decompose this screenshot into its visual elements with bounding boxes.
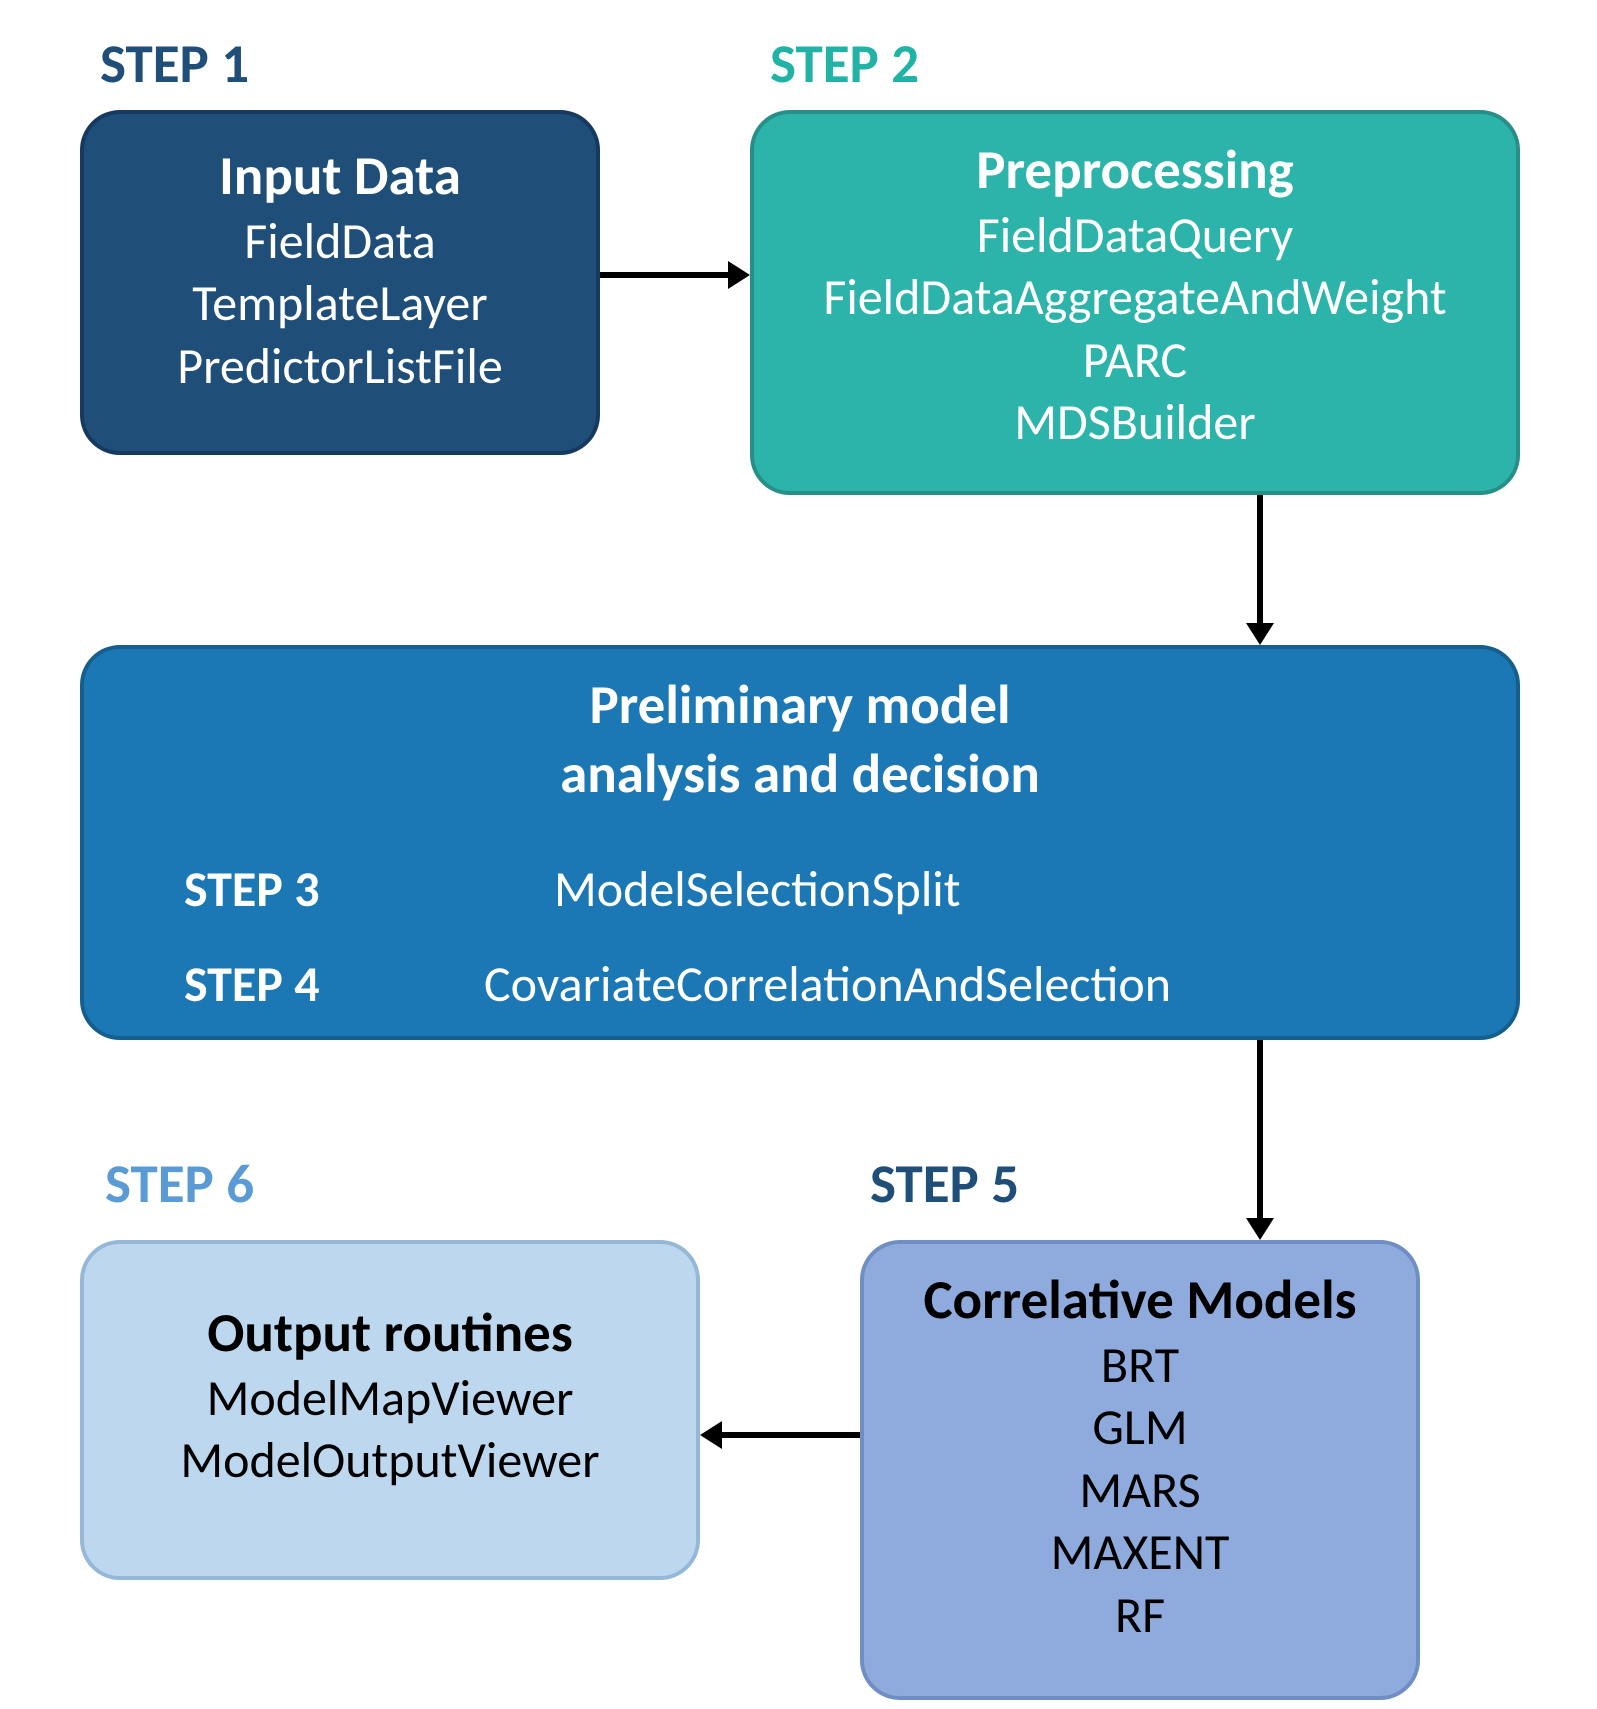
item-fielddata: FieldData xyxy=(84,211,596,274)
item-glm: GLM xyxy=(864,1397,1416,1460)
node-preliminary: Preliminary model analysis and decision … xyxy=(80,645,1520,1040)
step4-value: CovariateCorrelationAndSelection xyxy=(484,954,1171,1017)
step1-label: STEP 1 xyxy=(100,30,249,97)
title-prelim-line2: analysis and decision xyxy=(84,740,1516,809)
step6-label: STEP 6 xyxy=(105,1150,254,1217)
node-correlative-models: Correlative Models BRT GLM MARS MAXENT R… xyxy=(860,1240,1420,1700)
title-correlative: Correlative Models xyxy=(864,1266,1416,1335)
item-predictorlistfile: PredictorListFile xyxy=(84,336,596,399)
step2-label: STEP 2 xyxy=(770,30,919,97)
title-output: Output routines xyxy=(84,1299,696,1368)
title-preprocessing: Preprocessing xyxy=(754,136,1516,205)
item-brt: BRT xyxy=(864,1335,1416,1398)
title-prelim-line1: Preliminary model xyxy=(84,671,1516,740)
item-templatelayer: TemplateLayer xyxy=(84,273,596,336)
item-maxent: MAXENT xyxy=(864,1522,1416,1585)
title-input-data: Input Data xyxy=(84,142,596,211)
step5-label: STEP 5 xyxy=(870,1150,1019,1217)
arrow-preprocess-to-prelim xyxy=(1240,475,1280,665)
item-fielddataaggregate: FieldDataAggregateAndWeight xyxy=(754,267,1516,330)
item-mars: MARS xyxy=(864,1460,1416,1523)
arrow-correlative-to-output xyxy=(680,1415,880,1455)
node-input-data: Input Data FieldData TemplateLayer Predi… xyxy=(80,110,600,455)
item-fielddataquery: FieldDataQuery xyxy=(754,205,1516,268)
step3-value: ModelSelectionSplit xyxy=(554,859,961,922)
item-modeloutputviewer: ModelOutputViewer xyxy=(84,1430,696,1493)
step3-rowlabel: STEP 3 xyxy=(184,859,320,922)
step4-rowlabel: STEP 4 xyxy=(184,954,320,1017)
node-preprocessing: Preprocessing FieldDataQuery FieldDataAg… xyxy=(750,110,1520,495)
item-mdsbuilder: MDSBuilder xyxy=(754,392,1516,455)
item-rf: RF xyxy=(864,1585,1416,1648)
item-parc: PARC xyxy=(754,330,1516,393)
arrow-input-to-preprocess xyxy=(580,255,770,295)
arrow-prelim-to-correlative xyxy=(1240,1020,1280,1260)
flowchart-canvas: STEP 1 STEP 2 STEP 6 STEP 5 Input Data F… xyxy=(0,0,1597,1709)
item-modelmapviewer: ModelMapViewer xyxy=(84,1368,696,1431)
node-output-routines: Output routines ModelMapViewer ModelOutp… xyxy=(80,1240,700,1580)
